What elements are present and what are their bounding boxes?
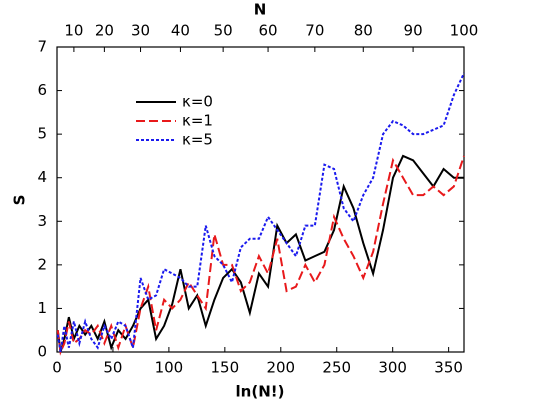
x2-tick-label: 50 <box>214 22 233 40</box>
x-tick-label: 200 <box>266 359 295 377</box>
x-tick-label: 100 <box>155 359 184 377</box>
x-tick-label: 300 <box>378 359 407 377</box>
legend-label: κ=1 <box>182 112 213 130</box>
legend-label: κ=0 <box>182 93 213 111</box>
y-tick-label: 1 <box>37 299 47 317</box>
x2-axis-label: N <box>254 1 267 19</box>
y-tick-label: 0 <box>37 343 47 361</box>
series-line <box>56 154 464 353</box>
x-tick-label: 350 <box>434 359 463 377</box>
x2-tick-label: 70 <box>305 22 324 40</box>
y-tick-label: 5 <box>37 125 47 143</box>
series-line <box>56 155 465 356</box>
plot-frame <box>56 46 465 353</box>
series-line <box>56 72 465 353</box>
x2-tick-label: 10 <box>64 22 83 40</box>
y-tick-label: 7 <box>37 38 47 56</box>
x-axis-label: ln(N!) <box>236 383 285 401</box>
y-axis-label: S <box>11 195 29 206</box>
x-tick-label: 150 <box>211 359 240 377</box>
y-tick-label: 6 <box>37 81 47 99</box>
x2-tick-label: 100 <box>450 22 479 40</box>
x-tick-label: 50 <box>103 359 122 377</box>
x2-tick-label: 20 <box>95 22 114 40</box>
legend-label: κ=5 <box>182 131 213 149</box>
x-tick-label: 0 <box>52 359 62 377</box>
x2-tick-label: 40 <box>171 22 190 40</box>
y-tick-label: 3 <box>37 212 47 230</box>
y-tick-label: 2 <box>37 255 47 273</box>
x2-tick-label: 30 <box>131 22 150 40</box>
y-tick-label: 4 <box>37 168 47 186</box>
x2-tick-label: 80 <box>354 22 373 40</box>
x-tick-label: 250 <box>322 359 351 377</box>
x2-tick-label: 90 <box>404 22 423 40</box>
x2-tick-label: 60 <box>259 22 278 40</box>
